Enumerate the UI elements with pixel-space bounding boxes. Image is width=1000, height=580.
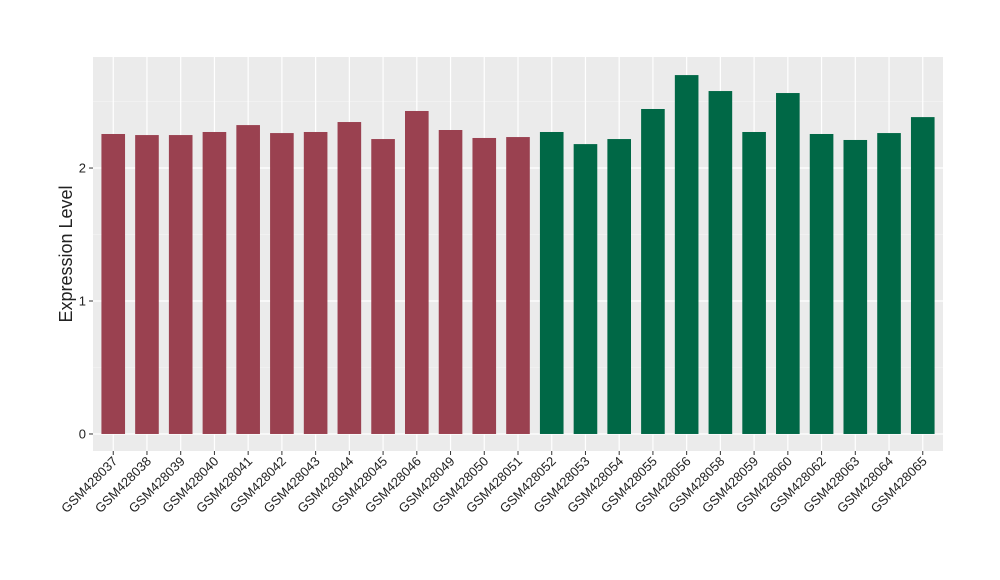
- y-tick-label: 1: [79, 294, 86, 309]
- y-axis-label: Expression Level: [56, 185, 76, 322]
- bar: [742, 131, 766, 434]
- bar: [573, 144, 598, 434]
- bar: [910, 117, 935, 434]
- y-tick-label: 0: [79, 426, 86, 441]
- bar: [809, 133, 834, 434]
- bar: [405, 110, 429, 434]
- bar: [506, 137, 530, 434]
- bar: [843, 139, 868, 434]
- bar: [674, 75, 699, 434]
- bar: [270, 133, 294, 434]
- bar: [708, 91, 733, 434]
- bar: [877, 133, 901, 434]
- bar: [371, 139, 395, 434]
- bar: [539, 131, 564, 434]
- bar: [168, 135, 193, 434]
- bar: [202, 131, 227, 434]
- y-tick-label: 2: [79, 161, 86, 176]
- bar: [607, 139, 631, 434]
- bar: [101, 133, 126, 434]
- bar: [303, 131, 328, 434]
- bar: [337, 122, 362, 434]
- bar: [236, 125, 260, 434]
- bar: [472, 137, 497, 434]
- bar: [641, 108, 665, 434]
- bar: [438, 130, 463, 434]
- bar: [135, 135, 159, 434]
- bar: [776, 93, 800, 434]
